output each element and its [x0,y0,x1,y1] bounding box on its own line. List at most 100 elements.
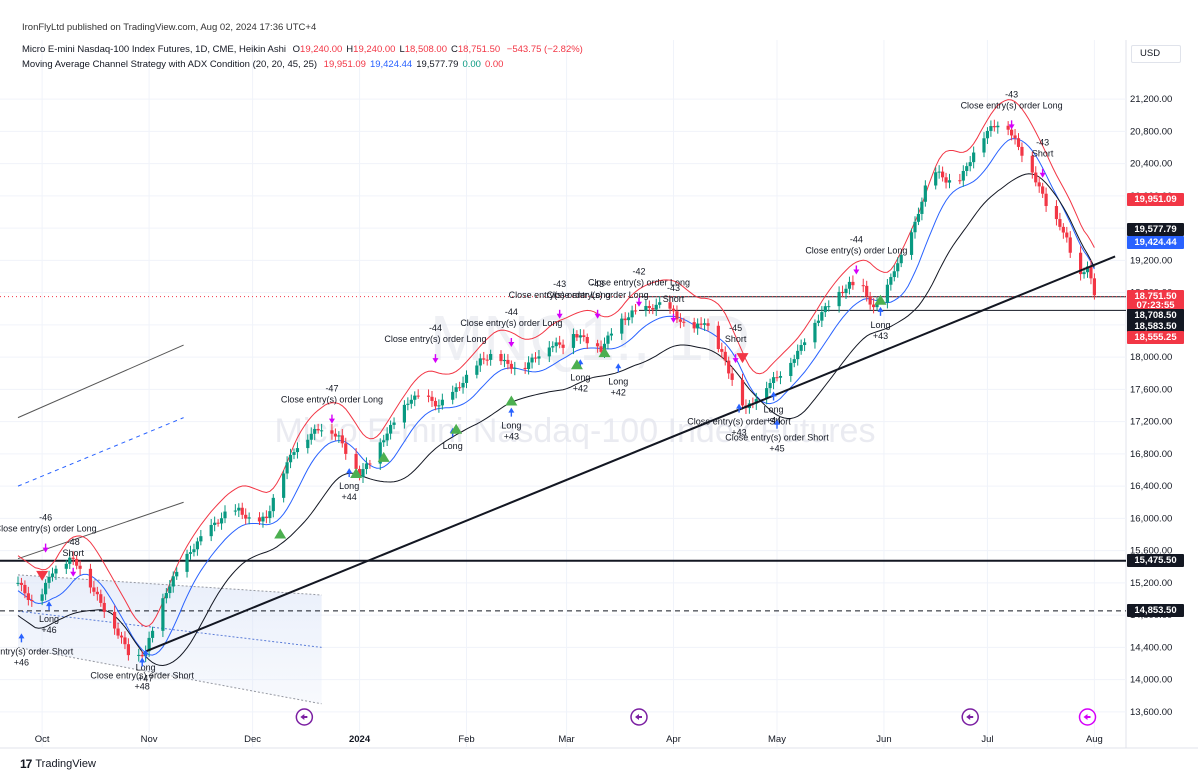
time-tick-label: Feb [458,734,474,745]
annotation-label: Close entry(s) order Long [547,290,649,300]
chart-watermark: MNQ1!, 1D Micro E-mini Nasdaq-100 Index … [275,302,876,450]
annotation-label: -45 [729,323,742,333]
currency-button[interactable]: USD [1131,45,1181,63]
channel-mid [17,610,322,648]
candle-up [213,522,217,525]
signal-up-icon [450,423,463,434]
candle-down [558,342,562,345]
candle-down [244,514,248,519]
candle-up [237,507,241,511]
candles [16,119,1096,663]
ohlc-o: O19,240.00 [292,44,343,55]
candle-up [875,302,879,308]
candle-down [872,304,876,308]
event-arrow-icon [300,714,308,720]
annotation-label: Close entry(s) order Long [460,318,562,328]
event-icons[interactable] [295,708,1097,726]
candle-up [1082,272,1086,275]
price-badge: 18,583.50 [1127,320,1184,333]
candle-down [1044,193,1048,207]
candle-up [285,462,289,474]
candle-down [1065,232,1069,238]
candle-down [1092,278,1096,296]
price-badge: 19,951.09 [1127,193,1184,207]
candle-down [430,396,434,401]
time-axis[interactable]: Oct Nov Dec 2024 Feb Mar Apr May Jun Jul Aug [35,734,1103,745]
change-value: −543.75 (−2.82%) [506,44,583,55]
annotation-label: Short [1032,149,1054,159]
annotation-label: -44 [505,307,518,317]
annotation-label: +47 [138,673,153,683]
candle-down [840,291,845,294]
candle-down [682,321,686,323]
exit-arrow-icon [328,418,335,424]
candle-down [533,357,538,359]
candle-down [561,344,565,348]
price-tick-label: 14,400.00 [1130,642,1172,653]
candle-up [996,125,1000,128]
channel2-mid [17,417,184,487]
channel-lower [17,646,322,705]
entry-arrow-icon [774,419,780,425]
annotation-label: +45 [769,444,784,454]
annotation-label: Short [725,334,747,344]
candle-down [1089,266,1093,279]
candle-up [885,284,889,303]
candle-down [1037,182,1041,187]
trendline [145,255,1116,653]
candle-down [1054,206,1059,220]
candle-down [458,387,462,389]
trendline-layer[interactable] [145,255,1116,653]
price-badge: 14,853.50 [1127,604,1184,618]
footer-brand[interactable]: 17 TradingView [20,757,96,771]
trade-annotation: Long+43 [870,306,891,341]
candle-up [892,271,896,278]
annotation-label: Close entry(s) order Short [687,417,791,427]
candle-down [126,644,130,656]
entry-arrow-icon [18,633,25,639]
signal-up-icon [350,468,363,479]
candle-down [740,379,745,406]
candle-up [961,170,965,181]
candle-up [965,166,969,171]
trade-annotation: Close entry(s) order Short+48 [90,657,194,692]
candle-up [989,126,993,131]
candle-down [699,323,703,325]
indicator-legend[interactable]: Moving Average Channel Strategy with ADX… [22,59,503,70]
candle-up [292,452,296,455]
time-tick-label: Apr [666,734,681,745]
candle-down [78,565,82,569]
indicator-value: 0.00 [484,59,504,70]
candle-up [64,563,68,569]
candle-down [333,433,337,437]
candle-up [161,598,165,631]
trade-annotation: Long+42 [608,363,628,397]
price-tick-label: 15,200.00 [1130,578,1172,589]
signal-up-icon [598,347,611,358]
candle-down [499,353,503,362]
channel2-upper [17,344,184,419]
candle-up [985,130,990,139]
candle-up [771,377,776,383]
candle-up [627,317,631,321]
candle-down [1058,219,1062,227]
tradingview-logo-icon: 17 [20,757,32,771]
annotation-label: Close entry(s) order Long [281,395,383,405]
symbol-legend[interactable]: Micro E-mini Nasdaq-100 Index Futures, 1… [22,44,583,55]
entry-arrow-icon [615,363,622,369]
candle-down [582,335,586,337]
annotation-label: -43 [1036,138,1049,148]
candle-up [385,433,389,441]
annotation-label: +42 [611,387,626,397]
candle-down [633,310,638,312]
annotation-label: Long [443,441,463,451]
candle-up [188,552,193,554]
annotation-label: Close entry(s) order Short [90,671,194,681]
